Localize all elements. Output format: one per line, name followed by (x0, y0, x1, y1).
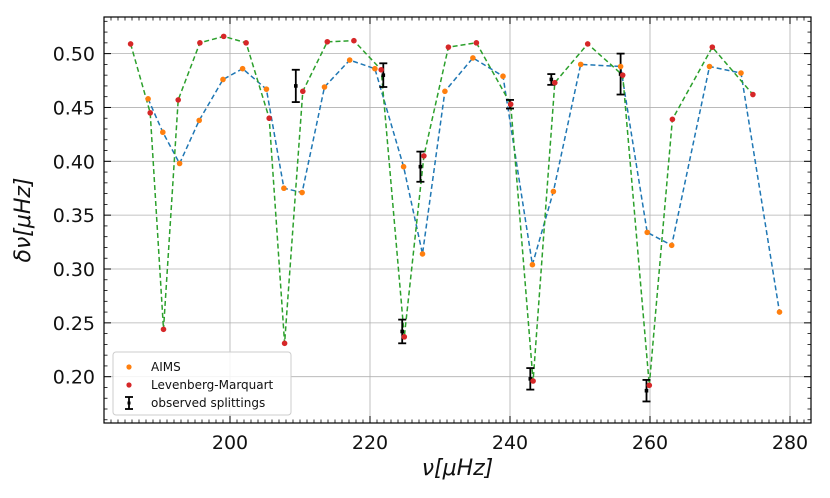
x-tick-labels: 200 220 240 260 280 (212, 432, 808, 454)
aims-point (550, 188, 557, 195)
lm-point (243, 40, 249, 46)
legend-marker-lm (126, 382, 132, 388)
plot-frame (103, 16, 812, 424)
y-tick-label: 0.35 (53, 205, 95, 227)
lm-point (300, 88, 306, 95)
lm-point (281, 340, 288, 347)
observed-splitting (526, 367, 535, 391)
aims-point (400, 163, 407, 170)
observed-splitting (398, 318, 407, 345)
lm-point (378, 66, 385, 73)
lm-point (669, 116, 676, 123)
lm-point (324, 38, 331, 45)
lm-point (445, 44, 452, 50)
aims-point (372, 65, 378, 72)
lm-point (401, 334, 408, 340)
legend-label-aims: AIMS (151, 360, 181, 374)
lm-point (709, 44, 716, 50)
observed-splitting (416, 150, 425, 183)
legend-marker-observed (125, 396, 133, 410)
y-tick-label: 0.40 (53, 151, 95, 173)
lm-point (220, 33, 227, 40)
x-tick-label: 220 (352, 432, 388, 454)
aims-point (176, 160, 183, 167)
x-tick-label: 240 (492, 432, 528, 454)
y-tick-labels: 0.20 0.25 0.30 0.35 0.40 0.45 0.50 (53, 44, 95, 389)
lm-point (530, 378, 536, 384)
lm-point (507, 101, 514, 108)
x-tick-label: 200 (212, 432, 248, 454)
aims-point (239, 65, 246, 72)
y-tick-label: 0.50 (53, 44, 95, 66)
lm-point (750, 91, 756, 98)
grid-lines (104, 17, 811, 423)
lm-point (127, 41, 134, 47)
legend: AIMS Levenberg-Marquart observed splitti… (112, 351, 292, 416)
x-axis-label: ν[μHz] (422, 456, 494, 481)
y-tick-label: 0.45 (53, 97, 95, 119)
aims-point (299, 189, 305, 196)
lm-point (160, 326, 167, 333)
legend-marker-aims (126, 364, 132, 370)
aims-point (196, 117, 202, 124)
y-tick-label: 0.30 (53, 259, 95, 281)
lm-point (147, 110, 153, 116)
observed-splitting (642, 379, 651, 403)
legend-box (112, 351, 292, 416)
lm-point (646, 382, 653, 389)
aims-point (668, 242, 675, 249)
aims-point (529, 261, 536, 268)
lm-point (421, 153, 427, 159)
aims-point (281, 185, 287, 192)
aims-point (706, 63, 713, 70)
lm-point (552, 79, 558, 86)
series-lines (129, 35, 781, 386)
aims-point (419, 251, 426, 257)
lm-line (129, 35, 754, 386)
lm-point (473, 40, 480, 46)
x-tick-label: 260 (632, 432, 668, 454)
aims-point (776, 309, 783, 315)
lm-point (197, 40, 203, 46)
aims-point (617, 63, 624, 70)
legend-label-observed: observed splittings (151, 396, 265, 410)
aims-point (442, 88, 448, 95)
y-tick-label: 0.25 (53, 313, 95, 335)
observed-splitting (291, 68, 300, 103)
aims-line (147, 56, 781, 313)
data-points (127, 33, 783, 389)
aims-point (263, 86, 270, 92)
aims-point (577, 61, 584, 68)
aims-point (644, 229, 650, 236)
aims-point (145, 96, 151, 102)
lm-point (351, 37, 357, 44)
aims-point (160, 129, 166, 136)
aims-point (220, 76, 226, 83)
axis-ticks (103, 17, 812, 423)
lm-point (619, 72, 626, 78)
observed-splitting (379, 62, 388, 88)
lm-point (175, 97, 181, 103)
aims-point (738, 70, 744, 76)
y-tick-label: 0.20 (53, 367, 95, 389)
aims-point (470, 55, 476, 61)
aims-point (346, 57, 353, 63)
aims-point (500, 73, 506, 80)
lm-point (584, 41, 591, 47)
x-tick-label: 280 (772, 432, 808, 454)
legend-label-lm: Levenberg-Marquart (151, 378, 274, 392)
y-axis-label: δν[μHz] (11, 177, 36, 262)
lm-point (266, 115, 273, 122)
aims-point (321, 84, 328, 90)
